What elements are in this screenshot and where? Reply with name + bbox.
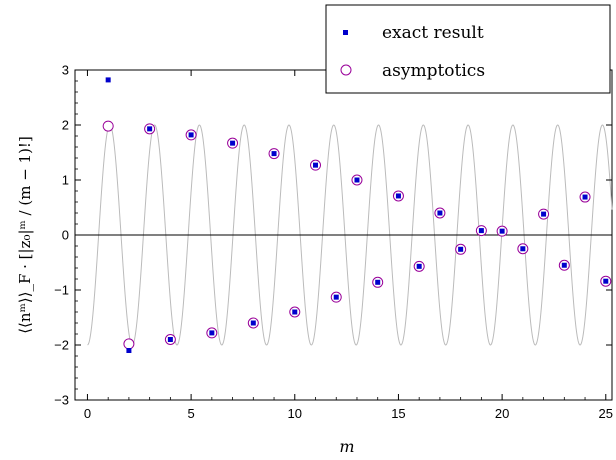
- x-tick-label: 15: [391, 406, 405, 421]
- exact-result-point: [147, 126, 153, 132]
- exact-result-point: [105, 77, 111, 83]
- exact-result-point: [230, 140, 236, 146]
- x-tick-label: 5: [187, 406, 194, 421]
- y-tick-label: 2: [62, 118, 69, 133]
- exact-result-point: [458, 246, 464, 252]
- background-curve-layer: [75, 124, 613, 346]
- y-tick-label: 1: [62, 173, 69, 188]
- exact-result-point: [582, 194, 588, 200]
- exact-result-point: [188, 132, 194, 138]
- exact-result-point: [520, 246, 526, 252]
- legend-asymptotics-label: asymptotics: [382, 61, 485, 81]
- x-tick-label: 20: [495, 406, 509, 421]
- legend-exact-marker: [343, 30, 348, 35]
- exact-result-point: [499, 228, 505, 234]
- y-tick-label: 0: [62, 228, 69, 243]
- legend-box: [325, 4, 611, 94]
- y-tick-label: 3: [62, 63, 69, 78]
- exact-result-point: [375, 279, 381, 285]
- exact-result-point: [354, 177, 360, 183]
- exact-result-point: [395, 193, 401, 199]
- ticks-layer: 0 5 10 15 20 25 −3 −2 −1 0 1 2 3: [54, 63, 613, 422]
- x-tick-label: 0: [84, 406, 91, 421]
- exact-result-point: [416, 263, 422, 269]
- exact-result-point: [541, 211, 547, 217]
- exact-result-point: [313, 162, 319, 168]
- x-tick-label: 25: [599, 406, 613, 421]
- exact-result-point: [478, 228, 484, 234]
- legend-asymptotics-marker: [340, 64, 352, 76]
- exact-result-point: [271, 151, 277, 157]
- y-axis-label: ⟨⟨nᵐ⟩⟩_F · [|z₀|ᵐ / (m − 1)!]: [16, 136, 34, 334]
- points-layer: [102, 77, 612, 353]
- asymptotics-point: [123, 338, 135, 350]
- exact-result-point: [292, 309, 298, 315]
- y-tick-label: −2: [54, 338, 69, 353]
- legend-exact-label: exact result: [382, 23, 484, 43]
- exact-result-point: [167, 337, 173, 342]
- legend: exact result asymptotics: [325, 4, 611, 94]
- exact-result-point: [250, 320, 256, 326]
- exact-result-point: [561, 262, 567, 268]
- exact-result-point: [209, 330, 215, 336]
- exact-result-point: [603, 278, 609, 284]
- exact-result-point: [333, 294, 339, 300]
- asymptotics-point: [102, 120, 114, 132]
- exact-result-point: [126, 348, 132, 353]
- y-tick-label: −3: [54, 393, 69, 408]
- x-axis-label: m: [339, 437, 354, 456]
- x-tick-label: 10: [288, 406, 302, 421]
- y-tick-label: −1: [54, 283, 69, 298]
- exact-result-point: [437, 210, 443, 216]
